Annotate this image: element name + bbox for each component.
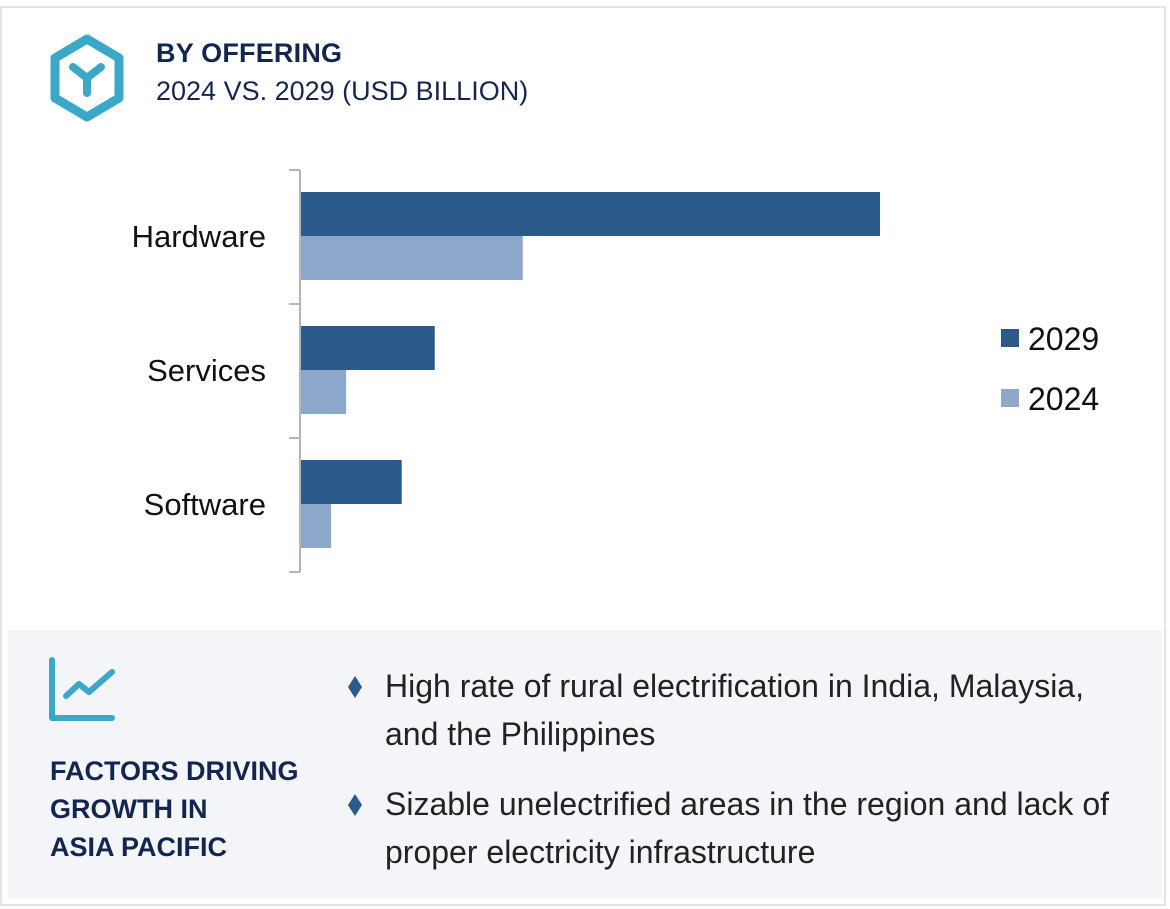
diamond-bullet-icon: [348, 794, 362, 816]
legend-label: 2024: [1028, 381, 1099, 417]
chart-title: BY OFFERING: [156, 38, 343, 68]
category-label: Software: [144, 487, 266, 522]
hexagon-cube-icon: [50, 34, 124, 122]
factor-text: Sizable unelectrified areas in the regio…: [385, 786, 1109, 870]
line-chart-icon: [49, 657, 115, 721]
factors-panel: [8, 630, 1162, 899]
factors-title: FACTORS DRIVING GROWTH IN ASIA PACIFIC: [50, 752, 320, 866]
factors-list: High rate of rural electrification in In…: [344, 662, 1124, 898]
legend-swatch-2024: [1001, 389, 1019, 407]
legend-swatch-2029: [1001, 329, 1019, 347]
bar-software-2029: [301, 460, 402, 504]
bar-hardware-2024: [301, 236, 523, 280]
factor-text: High rate of rural electrification in In…: [385, 668, 1084, 752]
category-label: Hardware: [132, 219, 266, 254]
category-label: Services: [147, 353, 266, 388]
bar-services-2029: [301, 326, 435, 370]
bar-chart: Hardware Services Software 2029 2024: [132, 169, 1099, 573]
bar-hardware-2029: [301, 192, 880, 236]
bar-software-2024: [301, 504, 332, 548]
chart-subtitle: 2024 VS. 2029 (USD BILLION): [156, 76, 529, 106]
diamond-bullet-icon: [348, 676, 362, 698]
legend-label: 2029: [1028, 321, 1099, 357]
factors-title-line: ASIA PACIFIC: [50, 832, 228, 862]
bar-services-2024: [301, 370, 347, 414]
factor-item: Sizable unelectrified areas in the regio…: [344, 780, 1124, 876]
factors-title-line: FACTORS DRIVING: [50, 756, 299, 786]
factors-title-line: GROWTH IN: [50, 794, 208, 824]
factor-item: High rate of rural electrification in In…: [344, 662, 1124, 758]
